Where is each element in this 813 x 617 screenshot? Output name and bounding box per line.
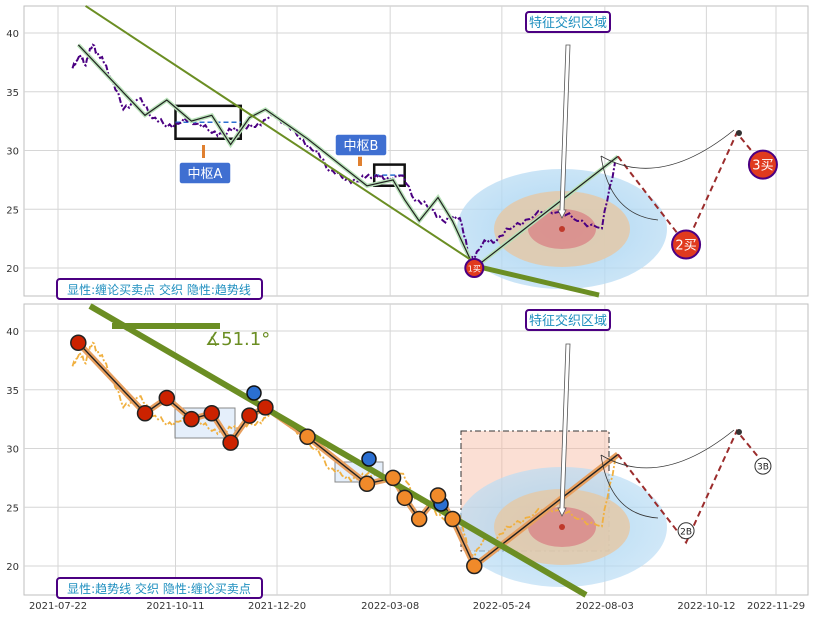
top-grid — [24, 6, 808, 296]
note-marker-15 — [466, 557, 483, 575]
y-tick-40: 40 — [6, 29, 19, 40]
top-trend-line-thick — [467, 262, 600, 298]
note-marker-12 — [410, 510, 428, 528]
center-marker-1 — [246, 385, 262, 401]
note-marker-2 — [158, 389, 176, 407]
y-tick-30: 30 — [6, 445, 19, 456]
bottom-angle-label: ∡51.1° — [205, 329, 270, 350]
note-marker-14 — [444, 510, 461, 528]
note-marker-10 — [384, 469, 402, 487]
top-price-series — [71, 43, 616, 266]
bottom-signals: 2B 3B — [677, 457, 772, 540]
x-tick-2022-11-29: 2022-11-29 — [747, 601, 805, 612]
top-signal-circle-0 — [464, 258, 485, 278]
top-glow-center — [559, 226, 565, 232]
y-tick-40: 40 — [6, 327, 19, 338]
top-forecast-arc-2 — [600, 155, 659, 221]
top-forecast-arc-1 — [600, 129, 735, 169]
top-annotation-text: 特征交织区域 — [529, 15, 607, 31]
top-forecast-node — [736, 130, 742, 136]
note-marker-6 — [241, 407, 258, 424]
center-marker-2 — [361, 451, 377, 467]
bottom-signal-circle-1 — [754, 457, 772, 475]
x-tick-2021-10-11: 2021-10-11 — [146, 601, 204, 612]
bottom-forecast-arc-2 — [600, 454, 659, 519]
zone-a-label: 中枢A — [188, 167, 223, 182]
y-tick-25: 25 — [6, 205, 19, 216]
top-trend-line-thin — [85, 5, 475, 263]
y-tick-35: 35 — [6, 88, 19, 99]
top-legend-text: 显性:缠论买卖点 交织 隐性:趋势线 — [67, 282, 251, 297]
y-tick-20: 20 — [6, 562, 19, 573]
bottom-annotation-box — [525, 309, 611, 331]
top-signal-circle-2 — [747, 149, 778, 180]
note-marker-7 — [257, 399, 274, 416]
top-signal-circle-1 — [671, 229, 702, 260]
bottom-annotation-text: 特征交织区域 — [529, 313, 607, 329]
top-signal-label-2: 3买 — [752, 159, 773, 174]
bottom-forecast-arc-1 — [600, 429, 735, 469]
y-tick-20: 20 — [6, 264, 19, 275]
x-tick-2022-08-03: 2022-08-03 — [576, 601, 634, 612]
x-tick-2021-12-20: 2021-12-20 — [248, 601, 306, 612]
note-marker-11 — [396, 489, 413, 507]
bottom-signal-label-0: 2B — [680, 527, 692, 537]
note-marker-1 — [136, 405, 154, 422]
note-marker-5 — [222, 434, 239, 451]
top-legend-box — [56, 278, 263, 300]
x-tick-labels: 2021-07-22 2021-10-11 2021-12-20 2022-03-08… — [29, 601, 805, 612]
bottom-glow-center — [559, 524, 565, 530]
bottom-y-tick-labels: 20 25 30 35 40 — [6, 327, 19, 573]
zone-b-label-box — [334, 133, 388, 157]
top-signal-label-1: 2买 — [675, 239, 696, 254]
bottom-annotation-arrow — [557, 343, 571, 517]
top-stroke-series — [77, 44, 619, 269]
bottom-panel: 20 25 30 35 40 ∡51.1° 特征交织区域 — [6, 303, 809, 599]
note-marker-3 — [183, 410, 200, 428]
bottom-signal-label-1: 3B — [757, 463, 769, 473]
note-marker-9 — [358, 475, 376, 492]
zone-b-label: 中枢B — [344, 139, 379, 154]
top-forecast-line — [617, 131, 764, 247]
top-annotation-arrow — [557, 44, 571, 219]
zone-b-label-pointer — [358, 156, 362, 166]
bottom-trend-line-main — [88, 303, 588, 598]
note-marker-0 — [70, 334, 87, 351]
note-marker-13 — [429, 487, 447, 504]
bottom-legend-text: 显性:趋势线 交织 隐性:缠论买卖点 — [67, 581, 251, 596]
bottom-note-markers — [70, 334, 483, 575]
bottom-legend-box — [56, 577, 263, 599]
bottom-forecast-line — [617, 429, 764, 545]
x-tick-2022-03-08: 2022-03-08 — [361, 601, 419, 612]
zone-a-label-box — [178, 161, 232, 185]
x-tick-2022-10-12: 2022-10-12 — [677, 601, 735, 612]
x-tick-2022-05-24: 2022-05-24 — [473, 601, 531, 612]
bottom-plot-area — [23, 303, 809, 596]
note-marker-4 — [203, 405, 221, 422]
top-signal-label-0: 1买 — [468, 265, 481, 274]
note-marker-8 — [299, 428, 316, 445]
y-tick-30: 30 — [6, 147, 19, 158]
top-signals: 1买 2买 3买 — [464, 149, 778, 278]
bottom-signal-circle-0 — [677, 522, 695, 540]
bottom-forecast-node — [736, 429, 742, 435]
x-tick-2021-07-22: 2021-07-22 — [29, 601, 87, 612]
y-tick-35: 35 — [6, 386, 19, 397]
zone-a-label-pointer — [202, 145, 205, 158]
top-annotation-box — [525, 11, 611, 33]
top-y-tick-labels: 20 25 30 35 40 — [6, 29, 19, 275]
y-tick-25: 25 — [6, 503, 19, 514]
